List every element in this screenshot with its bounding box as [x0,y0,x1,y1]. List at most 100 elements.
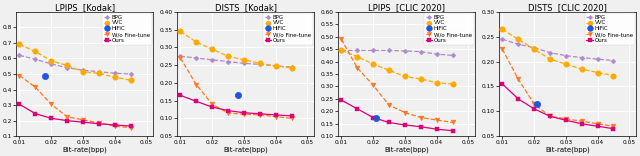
Line: Ours: Ours [179,93,294,118]
BPG [79,69,87,71]
W/o Fine-tune [240,113,248,115]
VVC [31,51,39,52]
BPG [417,51,424,53]
W/o Fine-tune [111,125,118,127]
Ours [417,126,424,128]
BPG [193,57,200,59]
Line: Ours: Ours [500,82,616,131]
BPG [15,54,23,56]
Ours [546,115,554,117]
X-axis label: Bit-rate(bpp): Bit-rate(bpp) [223,147,268,153]
Ours [578,123,586,125]
BPG [272,65,280,67]
VVC [385,69,393,71]
Line: VVC: VVC [339,48,455,87]
Ours [288,115,296,117]
BPG [63,67,71,69]
Ours [15,103,23,105]
VVC [193,41,200,43]
VVC [63,65,71,66]
VVC [224,55,232,57]
W/o Fine-tune [63,116,71,118]
VVC [240,59,248,61]
BPG [515,43,522,45]
Title: DISTS  [Kodak]: DISTS [Kodak] [214,3,276,12]
W/o Fine-tune [385,104,393,106]
Title: LPIPS  [CLIC 2020]: LPIPS [CLIC 2020] [368,3,445,12]
Ours [193,100,200,102]
VVC [546,58,554,60]
VVC [177,30,184,32]
Line: W/o Fine-tune: W/o Fine-tune [339,37,455,125]
W/o Fine-tune [369,84,377,86]
Ours [369,117,377,118]
W/o Fine-tune [47,103,55,105]
VVC [499,28,506,30]
Ours [272,114,280,116]
Ours [530,108,538,110]
X-axis label: Bit-rate(bpp): Bit-rate(bpp) [62,147,107,153]
Title: LPIPS  [Kodak]: LPIPS [Kodak] [54,3,115,12]
Line: VVC: VVC [500,27,616,78]
Ours [111,124,118,126]
Ours [449,130,456,132]
W/o Fine-tune [562,118,570,120]
BPG [256,63,264,65]
Ours [47,117,55,119]
Line: W/o Fine-tune: W/o Fine-tune [178,56,294,121]
VVC [256,62,264,64]
VVC [578,68,586,70]
BPG [337,49,345,51]
W/o Fine-tune [610,125,618,127]
Ours [433,128,440,130]
VVC [594,72,602,73]
Ours [63,120,71,122]
BPG [530,47,538,49]
W/o Fine-tune [193,84,200,86]
W/o Fine-tune [79,119,87,121]
VVC [272,65,280,67]
Line: BPG: BPG [340,49,454,57]
BPG [31,58,39,60]
BPG [47,63,55,65]
VVC [79,71,87,73]
BPG [610,60,618,61]
W/o Fine-tune [256,114,264,116]
Line: BPG: BPG [179,54,293,69]
Line: BPG: BPG [18,54,132,76]
W/o Fine-tune [515,78,522,80]
Title: DISTS  [CLIC 2020]: DISTS [CLIC 2020] [528,3,607,12]
BPG [449,54,456,56]
BPG [401,50,409,52]
W/o Fine-tune [433,119,440,121]
W/o Fine-tune [31,86,39,88]
VVC [95,72,103,74]
W/o Fine-tune [95,122,103,124]
Ours [515,98,522,100]
Line: VVC: VVC [178,29,294,71]
Line: W/o Fine-tune: W/o Fine-tune [500,47,616,129]
Ours [240,112,248,114]
Ours [353,108,361,110]
W/o Fine-tune [578,120,586,122]
Ours [79,121,87,123]
Ours [224,110,232,112]
W/o Fine-tune [337,38,345,40]
W/o Fine-tune [127,127,134,129]
BPG [433,53,440,55]
Ours [562,119,570,121]
W/o Fine-tune [417,117,424,118]
VVC [562,63,570,65]
BPG [127,73,134,75]
VVC [401,76,409,77]
VVC [353,56,361,58]
BPG [562,55,570,57]
BPG [224,61,232,63]
VVC [111,76,118,78]
W/o Fine-tune [499,48,506,50]
VVC [417,78,424,80]
BPG [594,58,602,60]
Legend: BPG, VVC, HiFiC, W/o Fine-tune, Ours: BPG, VVC, HiFiC, W/o Fine-tune, Ours [585,13,635,45]
Ours [31,113,39,115]
BPG [499,38,506,40]
